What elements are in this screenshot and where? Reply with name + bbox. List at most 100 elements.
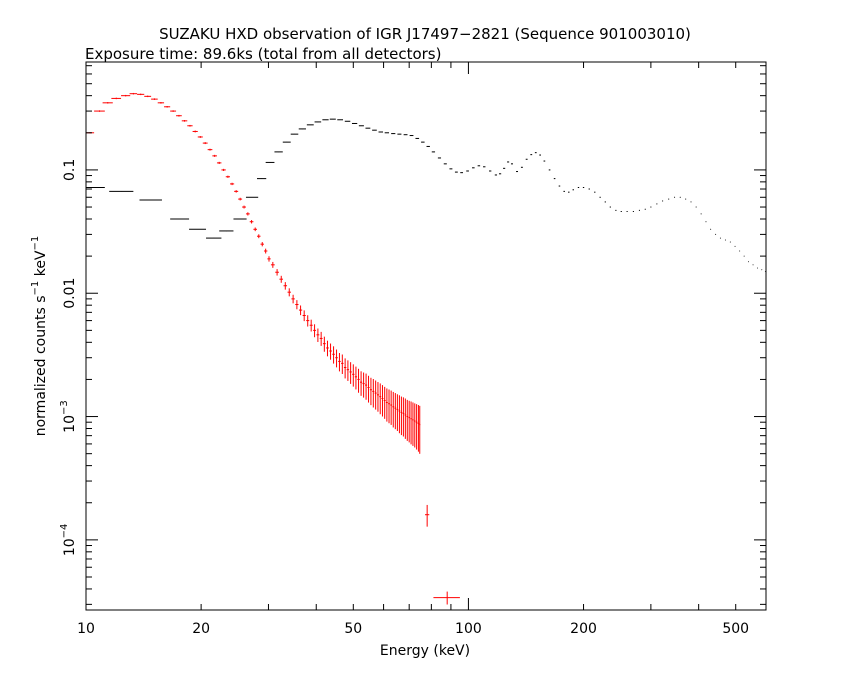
data-point [376,382,379,412]
data-point [367,375,370,403]
data-point [170,110,177,112]
data-point [410,401,412,445]
data-point [270,261,275,268]
data-point [225,175,231,178]
data-point [338,353,341,372]
data-point [365,373,368,400]
chart-subtitle: Exposure time: 89.6ks (total from all de… [85,45,441,63]
data-point [359,371,363,396]
plot-frame [85,61,767,611]
data-point [394,393,397,430]
y-axis-label-sup2: −1 [30,236,41,251]
data-point [260,242,264,247]
data-point [383,386,386,419]
data-point [341,354,344,374]
data-point [346,360,350,381]
x-tick-label: 50 [344,621,362,637]
data-point [313,324,317,338]
data-point [216,161,222,164]
data-point [412,402,414,446]
data-point [398,395,401,434]
data-point [433,591,460,605]
data-point [164,105,171,108]
series-layer [86,92,766,605]
y-axis-label-prefix: normalized counts s [33,295,49,436]
data-point [349,362,352,384]
data-point [249,220,254,224]
data-point [306,315,310,327]
data-point [352,364,355,387]
data-point [400,396,403,436]
data-point [267,256,271,262]
data-point [121,94,131,97]
data-point [369,377,372,406]
axis-ticks [85,62,767,610]
y-axis-label-sup1: −1 [30,281,41,296]
data-point [279,275,284,283]
data-point [408,400,411,443]
data-point [157,102,165,104]
data-point [402,397,405,437]
data-point [257,234,261,239]
y-tick-label: 10−4 [59,524,78,557]
data-point [181,119,188,122]
data-point [319,331,323,346]
data-point [291,294,295,304]
axis-tick-labels: 10 20 50 100 200 500 0.1 0.01 10−3 10−4 [59,159,749,637]
data-point [357,368,360,393]
data-point [404,398,407,439]
x-tick-label: 500 [722,621,749,637]
data-point [234,190,239,193]
data-point [335,349,338,368]
data-point [343,358,347,379]
y-tick-label: 0.1 [62,159,78,181]
data-point [202,142,208,145]
data-point [144,95,152,98]
data-point [309,319,313,332]
x-tick-label: 200 [570,621,597,637]
data-point [111,97,122,100]
data-point [151,98,158,100]
data-point [129,92,138,95]
data-point [242,205,246,209]
x-axis-label: Energy (keV) [380,643,470,659]
data-point [283,282,288,290]
data-point [332,346,335,364]
data-point [425,504,430,527]
data-point [253,227,258,232]
data-point [302,310,306,322]
data-point [102,102,113,104]
data-point [212,154,217,157]
data-point [385,388,388,422]
y-tick-label: 0.01 [62,278,78,309]
data-point [187,124,193,127]
data-point [94,110,105,112]
y-axis-label-mid: keV [33,250,49,281]
data-point [230,182,235,186]
data-point [287,288,291,297]
data-point [388,389,390,424]
data-point [354,366,358,390]
data-point [417,404,420,452]
data-point [379,383,382,415]
data-point [419,405,421,454]
data-point [396,394,399,431]
data-point [263,248,268,254]
data-point [197,136,203,138]
data-point [192,130,198,133]
x-tick-label: 100 [455,621,482,637]
x-tick-label: 20 [192,621,210,637]
data-point [390,390,393,425]
data-point [372,379,375,408]
y-axis-label: normalized counts s−1 keV−1 [30,236,49,437]
y-tick-label: 10−3 [59,400,78,433]
data-point [275,269,279,276]
data-point [392,391,395,428]
chart-title: SUZAKU HXD observation of IGR J17497−282… [159,25,691,43]
data-point [137,93,145,96]
data-point [295,300,299,310]
data-point [415,404,418,450]
data-point [374,380,377,410]
data-point [329,343,332,360]
